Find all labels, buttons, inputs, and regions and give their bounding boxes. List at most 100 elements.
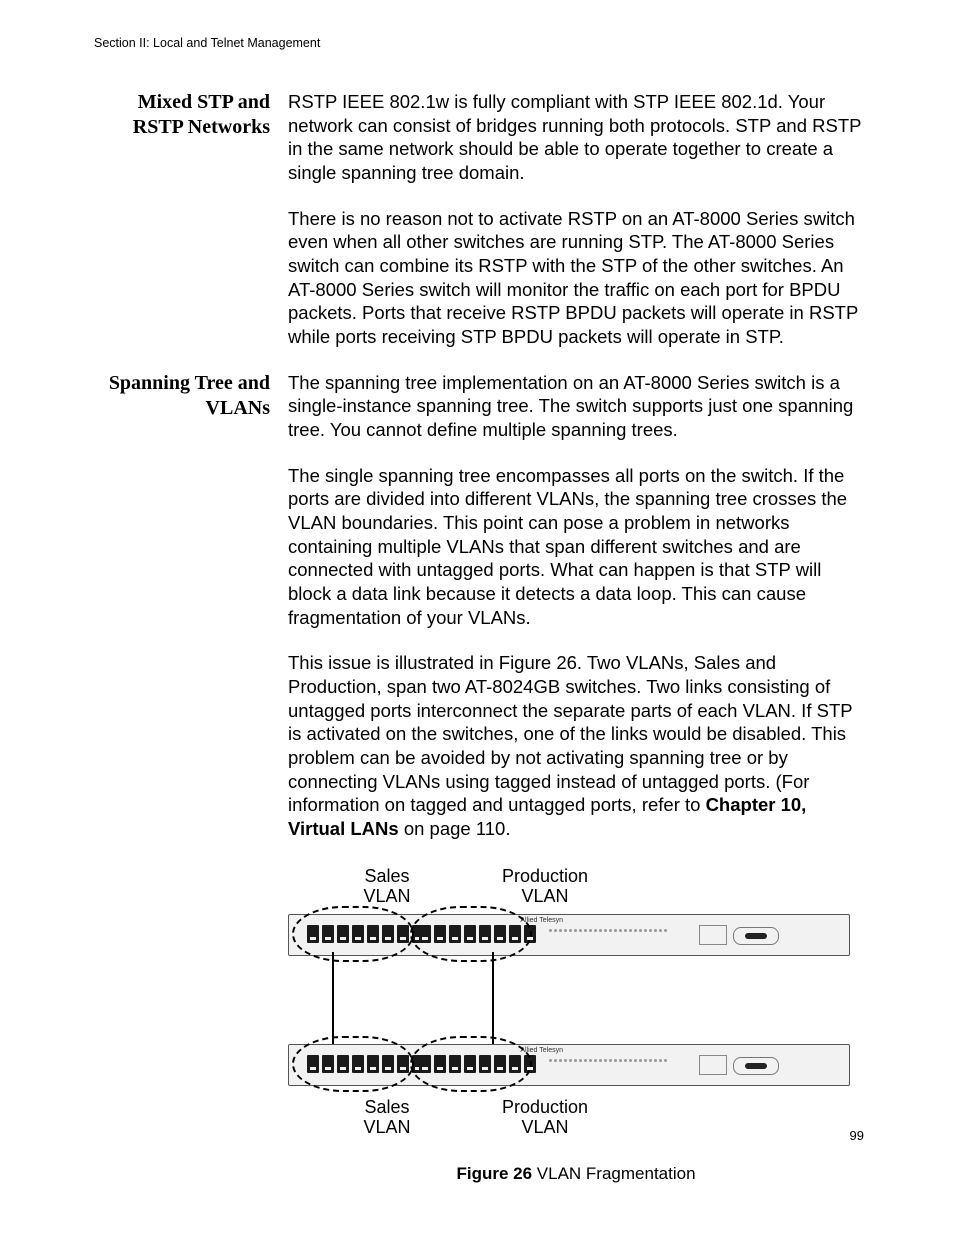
switch-port bbox=[419, 925, 431, 943]
switch-port bbox=[367, 1055, 379, 1073]
caption-rest: VLAN Fragmentation bbox=[532, 1164, 695, 1183]
led-dot bbox=[624, 1059, 627, 1062]
link-line-production bbox=[492, 952, 494, 1050]
switch-device: Allied Telesyn bbox=[288, 1044, 850, 1086]
label-text: VLAN bbox=[363, 1117, 410, 1137]
led-dot bbox=[589, 1059, 592, 1062]
led-strip bbox=[549, 1059, 689, 1073]
led-dot bbox=[604, 929, 607, 932]
led-dot bbox=[584, 929, 587, 932]
figure-26: Sales VLAN Production VLAN Allied Telesy… bbox=[288, 867, 864, 1184]
led-dot bbox=[574, 929, 577, 932]
label-text: Sales bbox=[364, 1097, 409, 1117]
switch-port bbox=[464, 1055, 476, 1073]
paragraph-with-xref: This issue is illustrated in Figure 26. … bbox=[288, 651, 864, 840]
led-dot bbox=[549, 929, 552, 932]
led-dot bbox=[649, 929, 652, 932]
led-dot bbox=[599, 1059, 602, 1062]
led-dot bbox=[654, 1059, 657, 1062]
small-module bbox=[699, 1055, 727, 1075]
led-dot bbox=[604, 1059, 607, 1062]
led-dot bbox=[629, 1059, 632, 1062]
switch-port bbox=[307, 1055, 319, 1073]
led-dot bbox=[609, 1059, 612, 1062]
led-dot bbox=[559, 1059, 562, 1062]
switch-port bbox=[509, 1055, 521, 1073]
led-dot bbox=[659, 1059, 662, 1062]
led-dot bbox=[619, 929, 622, 932]
switch-bottom-row: Allied Telesyn bbox=[288, 1038, 864, 1096]
led-dot bbox=[569, 1059, 572, 1062]
page: Section II: Local and Telnet Management … bbox=[0, 0, 954, 1235]
label-text: VLAN bbox=[521, 886, 568, 906]
led-dot bbox=[549, 1059, 552, 1062]
led-dot bbox=[554, 929, 557, 932]
switch-port bbox=[479, 925, 491, 943]
led-dot bbox=[609, 929, 612, 932]
paragraph: RSTP IEEE 802.1w is fully compliant with… bbox=[288, 90, 864, 185]
label-production-vlan-top: Production VLAN bbox=[490, 867, 600, 907]
label-production-vlan-bottom: Production VLAN bbox=[490, 1098, 600, 1138]
label-text: Production bbox=[502, 866, 588, 886]
led-dot bbox=[624, 929, 627, 932]
switch-port bbox=[397, 925, 409, 943]
label-sales-vlan-bottom: Sales VLAN bbox=[332, 1098, 442, 1138]
led-dot bbox=[659, 929, 662, 932]
led-dot bbox=[644, 1059, 647, 1062]
content-grid: Mixed STP and RSTP Networks RSTP IEEE 80… bbox=[94, 90, 864, 1184]
switch-port bbox=[449, 1055, 461, 1073]
port-group-a bbox=[307, 925, 424, 945]
switch-port bbox=[419, 1055, 431, 1073]
figure-caption: Figure 26 VLAN Fragmentation bbox=[288, 1164, 864, 1184]
section-spanning-tree-body: The spanning tree implementation on an A… bbox=[288, 371, 864, 863]
led-dot bbox=[564, 1059, 567, 1062]
figure-bottom-labels: Sales VLAN Production VLAN bbox=[288, 1098, 864, 1138]
led-dot bbox=[639, 1059, 642, 1062]
led-dot bbox=[559, 929, 562, 932]
uplink-slot bbox=[733, 927, 779, 945]
switch-port bbox=[382, 1055, 394, 1073]
switch-port bbox=[524, 1055, 536, 1073]
led-strip bbox=[549, 929, 689, 943]
switch-port bbox=[524, 925, 536, 943]
switch-brand: Allied Telesyn bbox=[520, 917, 563, 924]
caption-strong: Figure 26 bbox=[456, 1164, 532, 1183]
label-text: VLAN bbox=[521, 1117, 568, 1137]
xref-post: on page 110. bbox=[399, 818, 511, 839]
switch-port bbox=[494, 925, 506, 943]
paragraph: There is no reason not to activate RSTP … bbox=[288, 207, 864, 349]
led-dot bbox=[574, 1059, 577, 1062]
switch-top-row: Allied Telesyn bbox=[288, 908, 864, 966]
switch-port bbox=[367, 925, 379, 943]
running-header: Section II: Local and Telnet Management bbox=[94, 36, 864, 50]
link-line-sales bbox=[332, 952, 334, 1050]
label-sales-vlan-top: Sales VLAN bbox=[332, 867, 442, 907]
led-dot bbox=[644, 929, 647, 932]
switch-port bbox=[382, 925, 394, 943]
switch-port bbox=[352, 925, 364, 943]
switch-port bbox=[509, 925, 521, 943]
led-dot bbox=[639, 929, 642, 932]
switch-brand: Allied Telesyn bbox=[520, 1047, 563, 1054]
led-dot bbox=[569, 929, 572, 932]
label-text: Production bbox=[502, 1097, 588, 1117]
led-dot bbox=[589, 929, 592, 932]
led-dot bbox=[594, 1059, 597, 1062]
led-dot bbox=[629, 929, 632, 932]
switch-port bbox=[337, 925, 349, 943]
port-group-b bbox=[419, 1055, 536, 1075]
switch-port bbox=[434, 1055, 446, 1073]
port-group-b bbox=[419, 925, 536, 945]
switch-port bbox=[434, 925, 446, 943]
led-dot bbox=[634, 929, 637, 932]
port-group-a bbox=[307, 1055, 424, 1075]
led-dot bbox=[579, 1059, 582, 1062]
label-text: Sales bbox=[364, 866, 409, 886]
side-heading-spanning-tree-vlans: Spanning Tree and VLANs bbox=[94, 371, 270, 863]
led-dot bbox=[619, 1059, 622, 1062]
switch-port bbox=[464, 925, 476, 943]
switch-port bbox=[479, 1055, 491, 1073]
switch-port bbox=[494, 1055, 506, 1073]
led-dot bbox=[594, 929, 597, 932]
inter-switch-links bbox=[288, 966, 864, 1036]
